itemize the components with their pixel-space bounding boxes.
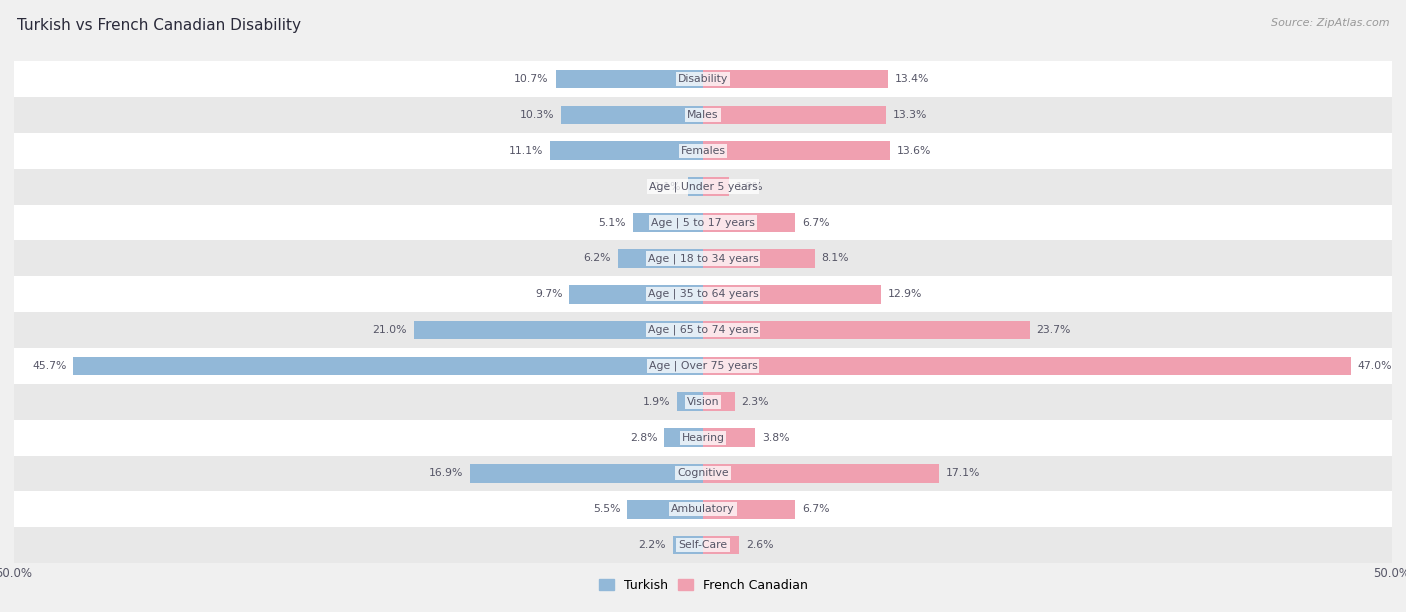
Bar bbox=[14, 527, 1392, 563]
Bar bbox=[550, 141, 703, 160]
Bar bbox=[703, 70, 887, 89]
Text: 45.7%: 45.7% bbox=[32, 361, 66, 371]
Text: Age | Under 5 years: Age | Under 5 years bbox=[648, 181, 758, 192]
Text: 2.8%: 2.8% bbox=[630, 433, 658, 442]
Text: 13.4%: 13.4% bbox=[894, 74, 929, 84]
Bar bbox=[676, 392, 703, 411]
Text: Ambulatory: Ambulatory bbox=[671, 504, 735, 514]
Text: 2.2%: 2.2% bbox=[638, 540, 666, 550]
Text: Females: Females bbox=[681, 146, 725, 156]
Bar bbox=[665, 428, 703, 447]
Bar bbox=[703, 357, 1351, 375]
Bar bbox=[703, 392, 735, 411]
Text: Males: Males bbox=[688, 110, 718, 120]
Text: 1.1%: 1.1% bbox=[654, 182, 681, 192]
Bar bbox=[14, 491, 1392, 527]
Text: 5.5%: 5.5% bbox=[593, 504, 620, 514]
Bar bbox=[703, 213, 796, 232]
Text: 13.6%: 13.6% bbox=[897, 146, 932, 156]
Text: 23.7%: 23.7% bbox=[1036, 325, 1071, 335]
Text: 2.6%: 2.6% bbox=[745, 540, 773, 550]
Text: 10.3%: 10.3% bbox=[520, 110, 554, 120]
Bar bbox=[703, 177, 730, 196]
Bar bbox=[703, 141, 890, 160]
Bar bbox=[73, 357, 703, 375]
Text: 47.0%: 47.0% bbox=[1358, 361, 1392, 371]
Bar bbox=[703, 428, 755, 447]
Bar bbox=[14, 455, 1392, 491]
Text: 12.9%: 12.9% bbox=[887, 289, 922, 299]
Text: Age | 5 to 17 years: Age | 5 to 17 years bbox=[651, 217, 755, 228]
Text: 11.1%: 11.1% bbox=[509, 146, 543, 156]
Bar bbox=[703, 321, 1029, 340]
Text: Age | 65 to 74 years: Age | 65 to 74 years bbox=[648, 325, 758, 335]
Bar bbox=[470, 464, 703, 483]
Bar bbox=[703, 536, 738, 554]
Bar bbox=[14, 97, 1392, 133]
Text: Self-Care: Self-Care bbox=[679, 540, 727, 550]
Bar bbox=[703, 285, 880, 304]
Bar bbox=[14, 312, 1392, 348]
Text: 9.7%: 9.7% bbox=[534, 289, 562, 299]
Bar bbox=[14, 348, 1392, 384]
Bar bbox=[14, 241, 1392, 276]
Text: 10.7%: 10.7% bbox=[515, 74, 548, 84]
Text: 21.0%: 21.0% bbox=[373, 325, 406, 335]
Bar bbox=[14, 420, 1392, 455]
Text: 6.7%: 6.7% bbox=[803, 504, 830, 514]
Text: Source: ZipAtlas.com: Source: ZipAtlas.com bbox=[1271, 18, 1389, 28]
Bar bbox=[627, 500, 703, 518]
Bar bbox=[14, 61, 1392, 97]
Text: Hearing: Hearing bbox=[682, 433, 724, 442]
Bar bbox=[703, 464, 939, 483]
Bar bbox=[703, 249, 814, 267]
Text: 3.8%: 3.8% bbox=[762, 433, 790, 442]
Bar bbox=[555, 70, 703, 89]
Text: 6.7%: 6.7% bbox=[803, 217, 830, 228]
Bar bbox=[569, 285, 703, 304]
Legend: Turkish, French Canadian: Turkish, French Canadian bbox=[593, 574, 813, 597]
Text: Age | Over 75 years: Age | Over 75 years bbox=[648, 360, 758, 371]
Text: Cognitive: Cognitive bbox=[678, 468, 728, 479]
Text: Age | 35 to 64 years: Age | 35 to 64 years bbox=[648, 289, 758, 299]
Text: 13.3%: 13.3% bbox=[893, 110, 928, 120]
Text: 5.1%: 5.1% bbox=[599, 217, 626, 228]
Bar bbox=[703, 106, 886, 124]
Text: Vision: Vision bbox=[686, 397, 720, 407]
Text: 6.2%: 6.2% bbox=[583, 253, 610, 263]
Text: 8.1%: 8.1% bbox=[821, 253, 849, 263]
Text: Turkish vs French Canadian Disability: Turkish vs French Canadian Disability bbox=[17, 18, 301, 34]
Bar bbox=[672, 536, 703, 554]
Bar bbox=[14, 133, 1392, 169]
Bar bbox=[413, 321, 703, 340]
Bar bbox=[561, 106, 703, 124]
Text: Disability: Disability bbox=[678, 74, 728, 84]
Text: 1.9%: 1.9% bbox=[737, 182, 763, 192]
Bar bbox=[14, 276, 1392, 312]
Bar bbox=[617, 249, 703, 267]
Bar bbox=[14, 384, 1392, 420]
Bar bbox=[703, 500, 796, 518]
Bar bbox=[688, 177, 703, 196]
Text: 16.9%: 16.9% bbox=[429, 468, 463, 479]
Text: 1.9%: 1.9% bbox=[643, 397, 669, 407]
Text: 2.3%: 2.3% bbox=[741, 397, 769, 407]
Text: 17.1%: 17.1% bbox=[945, 468, 980, 479]
Bar bbox=[14, 169, 1392, 204]
Bar bbox=[633, 213, 703, 232]
Text: Age | 18 to 34 years: Age | 18 to 34 years bbox=[648, 253, 758, 264]
Bar bbox=[14, 204, 1392, 241]
